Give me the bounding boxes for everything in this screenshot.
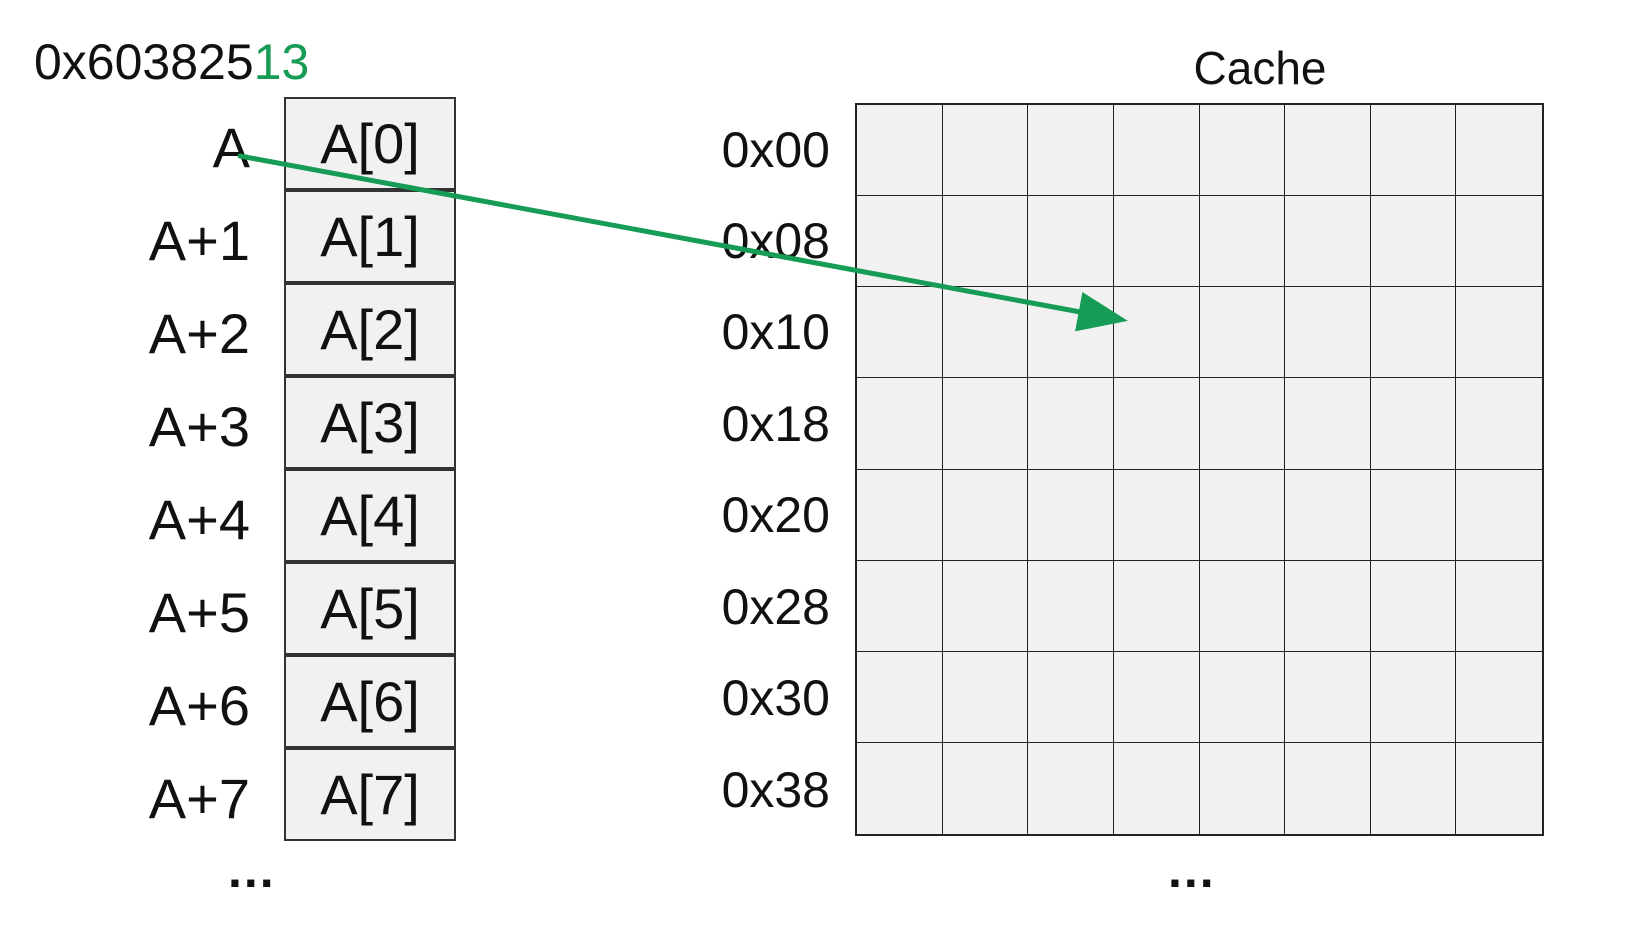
cache-cell bbox=[857, 378, 943, 470]
cache-cell bbox=[1113, 742, 1200, 834]
cache-cell bbox=[942, 742, 1029, 834]
cache-cell bbox=[1456, 742, 1542, 834]
cache-ellipsis: ... bbox=[1168, 842, 1216, 898]
cache-cell bbox=[1199, 196, 1286, 288]
cache-cell bbox=[1028, 196, 1114, 288]
array-label-2: A+2 bbox=[148, 302, 250, 365]
cache-cell bbox=[857, 742, 943, 834]
cache-cell bbox=[1113, 196, 1200, 288]
cache-cell bbox=[1456, 378, 1542, 470]
cache-cell bbox=[1370, 742, 1457, 834]
cache-cell bbox=[1456, 105, 1542, 197]
cache-cell bbox=[1370, 560, 1457, 652]
cache-cell bbox=[1199, 378, 1286, 470]
array-cell-1: A[1] bbox=[284, 190, 456, 283]
address-title: 0x60382513 bbox=[34, 32, 309, 92]
cache-cell bbox=[1028, 651, 1114, 743]
cache-cell bbox=[1456, 196, 1542, 288]
cache-row-label-5: 0x28 bbox=[721, 579, 830, 635]
cache-cell bbox=[1113, 287, 1200, 379]
cache-cell bbox=[1028, 378, 1114, 470]
cache-cell bbox=[1285, 469, 1371, 561]
cache-cell bbox=[1028, 287, 1114, 379]
array-label-1: A+1 bbox=[148, 209, 250, 272]
array-label-4: A+4 bbox=[148, 488, 250, 551]
cache-cell bbox=[1370, 287, 1457, 379]
cache-cell bbox=[1199, 105, 1286, 197]
cache-cell bbox=[1456, 469, 1542, 561]
cache-cell bbox=[1113, 469, 1200, 561]
array-cell-5: A[5] bbox=[284, 562, 456, 655]
cache-cell bbox=[1370, 196, 1457, 288]
cache-cell bbox=[857, 469, 943, 561]
cache-cell bbox=[1456, 651, 1542, 743]
cache-row-label-0: 0x00 bbox=[721, 122, 830, 178]
cache-cell bbox=[857, 105, 943, 197]
array-label-6: A+6 bbox=[148, 674, 250, 737]
cache-cell bbox=[1285, 378, 1371, 470]
cache-row-label-4: 0x20 bbox=[721, 487, 830, 543]
array-ellipsis: ... bbox=[228, 842, 276, 898]
cache-cell bbox=[1370, 651, 1457, 743]
array-cell-7: A[7] bbox=[284, 748, 456, 841]
cache-cell bbox=[942, 105, 1029, 197]
cache-cell bbox=[1285, 742, 1371, 834]
cache-cell bbox=[1370, 469, 1457, 561]
array-label-5: A+5 bbox=[148, 581, 250, 644]
cache-cell bbox=[1199, 742, 1286, 834]
cache-row-label-1: 0x08 bbox=[721, 213, 830, 269]
cache-row-label-3: 0x18 bbox=[721, 396, 830, 452]
cache-cell bbox=[1370, 378, 1457, 470]
array-cell-0: A[0] bbox=[284, 97, 456, 190]
array-label-0: A bbox=[212, 116, 250, 179]
cache-cell bbox=[1199, 651, 1286, 743]
cache-cell bbox=[942, 469, 1029, 561]
cache-cell bbox=[1199, 287, 1286, 379]
cache-row-label-6: 0x30 bbox=[721, 670, 830, 726]
cache-cell bbox=[1285, 560, 1371, 652]
cache-cell bbox=[1113, 378, 1200, 470]
cache-cell bbox=[857, 196, 943, 288]
cache-cell bbox=[942, 560, 1029, 652]
cache-cell bbox=[1285, 196, 1371, 288]
cache-cell bbox=[942, 287, 1029, 379]
array-cell-4: A[4] bbox=[284, 469, 456, 562]
address-prefix: 0x603825 bbox=[34, 34, 254, 90]
cache-cell bbox=[1028, 105, 1114, 197]
cache-cell bbox=[942, 378, 1029, 470]
cache-cell bbox=[1285, 651, 1371, 743]
cache-grid bbox=[855, 103, 1544, 836]
cache-cell bbox=[857, 287, 943, 379]
address-offset-highlight: 13 bbox=[253, 34, 310, 90]
cache-cell bbox=[1199, 469, 1286, 561]
array-cell-2: A[2] bbox=[284, 283, 456, 376]
cache-cell bbox=[1285, 287, 1371, 379]
cache-row-label-7: 0x38 bbox=[721, 762, 830, 818]
cache-cell bbox=[1028, 560, 1114, 652]
cache-cell bbox=[1456, 560, 1542, 652]
array-cell-3: A[3] bbox=[284, 376, 456, 469]
cache-title: Cache bbox=[1193, 42, 1327, 94]
cache-cell bbox=[1113, 560, 1200, 652]
cache-cell bbox=[1113, 651, 1200, 743]
cache-cell bbox=[942, 651, 1029, 743]
array-label-7: A+7 bbox=[148, 767, 250, 830]
cache-cell bbox=[1028, 742, 1114, 834]
cache-cell bbox=[1199, 560, 1286, 652]
cache-cell bbox=[1456, 287, 1542, 379]
cache-cell bbox=[1370, 105, 1457, 197]
cache-cell bbox=[942, 196, 1029, 288]
cache-cell bbox=[1285, 105, 1371, 197]
array-cell-6: A[6] bbox=[284, 655, 456, 748]
cache-row-label-2: 0x10 bbox=[721, 304, 830, 360]
cache-cell bbox=[1028, 469, 1114, 561]
cache-cell bbox=[1113, 105, 1200, 197]
cache-cell bbox=[857, 560, 943, 652]
cache-cell bbox=[857, 651, 943, 743]
array-label-3: A+3 bbox=[148, 395, 250, 458]
